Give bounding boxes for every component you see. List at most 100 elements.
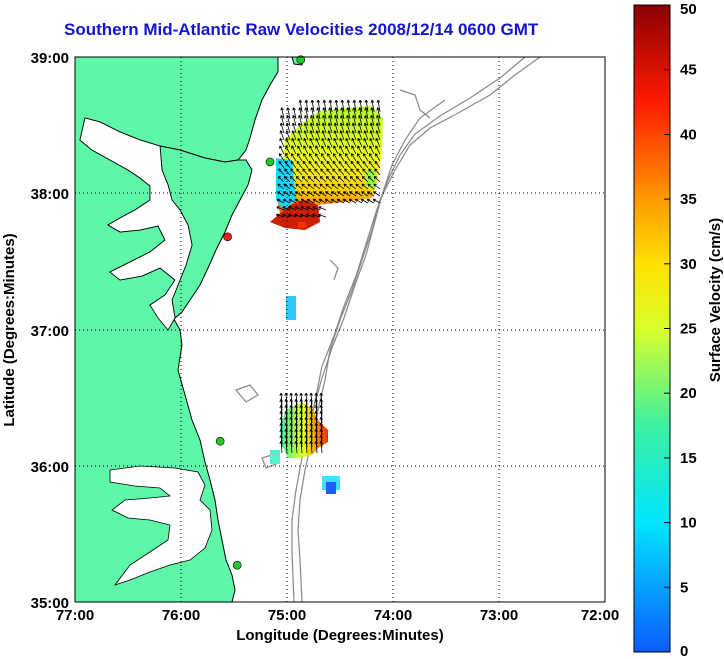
velocity-arrow [279,440,283,454]
velocity-arrow [351,122,357,134]
velocity-arrow [288,206,297,211]
velocity-arrow [368,168,375,176]
velocity-arrow [319,404,323,418]
velocity-arrow [339,137,345,148]
velocity-arrow [339,145,345,155]
velocity-arrow [319,183,327,190]
radar-site-marker [215,436,225,446]
velocity-arrow [304,398,308,412]
velocity-arrow [314,434,318,448]
velocity-arrow [289,398,293,412]
velocity-arrow [373,191,381,197]
velocity-arrow [370,107,375,120]
velocity-arrow [334,107,339,120]
velocity-arrow [295,183,303,190]
velocity-arrow [349,175,357,183]
velocity-arrow [304,434,308,448]
colorbar-tick-label: 30 [680,256,697,273]
velocity-arrow [299,434,303,448]
velocity-arrow [297,137,303,148]
velocity-arrow [362,153,369,162]
velocity-arrow [363,137,369,148]
velocity-arrow [304,422,308,436]
velocity-arrow [299,213,309,218]
velocity-arrow [357,122,363,134]
velocity-arrow [313,191,321,197]
velocity-arrow [304,410,308,424]
velocity-arrow [297,130,303,141]
map-title: Southern Mid-Atlantic Raw Velocities 200… [64,20,539,39]
velocity-arrow [289,392,293,406]
velocity-arrow [313,183,321,190]
velocity-arrow [339,130,345,141]
velocity-arrow [362,160,369,169]
velocity-arrow [350,168,357,176]
velocity-arrow [321,137,327,148]
velocity-arrow [328,114,333,127]
velocity-arrow [355,191,363,197]
velocity-arrow [278,168,285,176]
velocity-arrow [292,114,297,127]
velocity-arrow [294,410,298,424]
velocity-arrow [303,145,309,155]
velocity-arrow [301,175,309,183]
velocity-arrow [285,137,291,148]
velocity-arrow [294,422,298,436]
velocity-arrow [334,99,339,113]
velocity-arrow [338,168,345,176]
velocity-arrow [320,168,327,176]
y-tick-label: 38:00 [31,186,69,203]
velocity-arrow [314,392,318,406]
velocity-arrow [289,422,293,436]
velocity-arrow [374,160,381,169]
velocity-arrow [332,160,339,169]
velocity-arrow [303,130,309,141]
velocity-arrow [304,428,308,442]
velocity-arrow [346,114,351,127]
velocity-arrow [279,410,283,424]
velocity-arrow [308,153,315,162]
velocity-arrow [302,168,309,176]
velocity-arrow [294,392,298,406]
velocity-arrow [342,198,351,204]
velocity-arrow [306,206,315,211]
x-tick-label: 77:00 [56,607,94,624]
velocity-arrow [314,398,318,412]
velocity-arrow [361,175,369,183]
velocity-arrow [346,99,351,113]
velocity-arrow [331,175,339,183]
velocity-arrow [318,198,327,204]
velocity-arrow [314,168,321,176]
velocity-arrow [328,99,333,113]
velocity-arrow [373,175,381,183]
radar-sites [215,55,306,570]
velocity-arrow [298,107,303,120]
velocity-arrow [297,122,303,134]
velocity-arrow [326,153,333,162]
velocity-arrow [326,168,333,176]
velocity-arrow [321,145,327,155]
velocity-arrow [367,183,375,190]
velocity-arrow [294,440,298,454]
velocity-arrow [355,183,363,190]
velocity-arrow [339,122,345,134]
velocity-arrow [362,168,369,176]
velocity-arrow [297,145,303,155]
velocity-arrow [356,168,363,176]
velocity-arrow [314,416,318,430]
velocity-arrow [314,153,321,162]
x-tick-label: 73:00 [480,607,518,624]
velocity-arrow [300,206,309,211]
velocity-arrow [319,410,323,424]
radar-site-marker [232,560,242,570]
velocity-arrow [356,153,363,162]
velocity-arrow [279,130,285,141]
colorbar: 0 5 10 15 20 25 30 35 40 45 50 Surface Velocity (c… [633,1,724,659]
velocity-arrow [284,153,291,162]
velocity-arrow [276,198,285,204]
velocity-arrow [322,114,327,127]
velocity-arrow [294,416,298,430]
velocity-arrow [333,145,339,155]
velocity-arrow [304,99,309,113]
velocity-arrow [309,404,313,418]
